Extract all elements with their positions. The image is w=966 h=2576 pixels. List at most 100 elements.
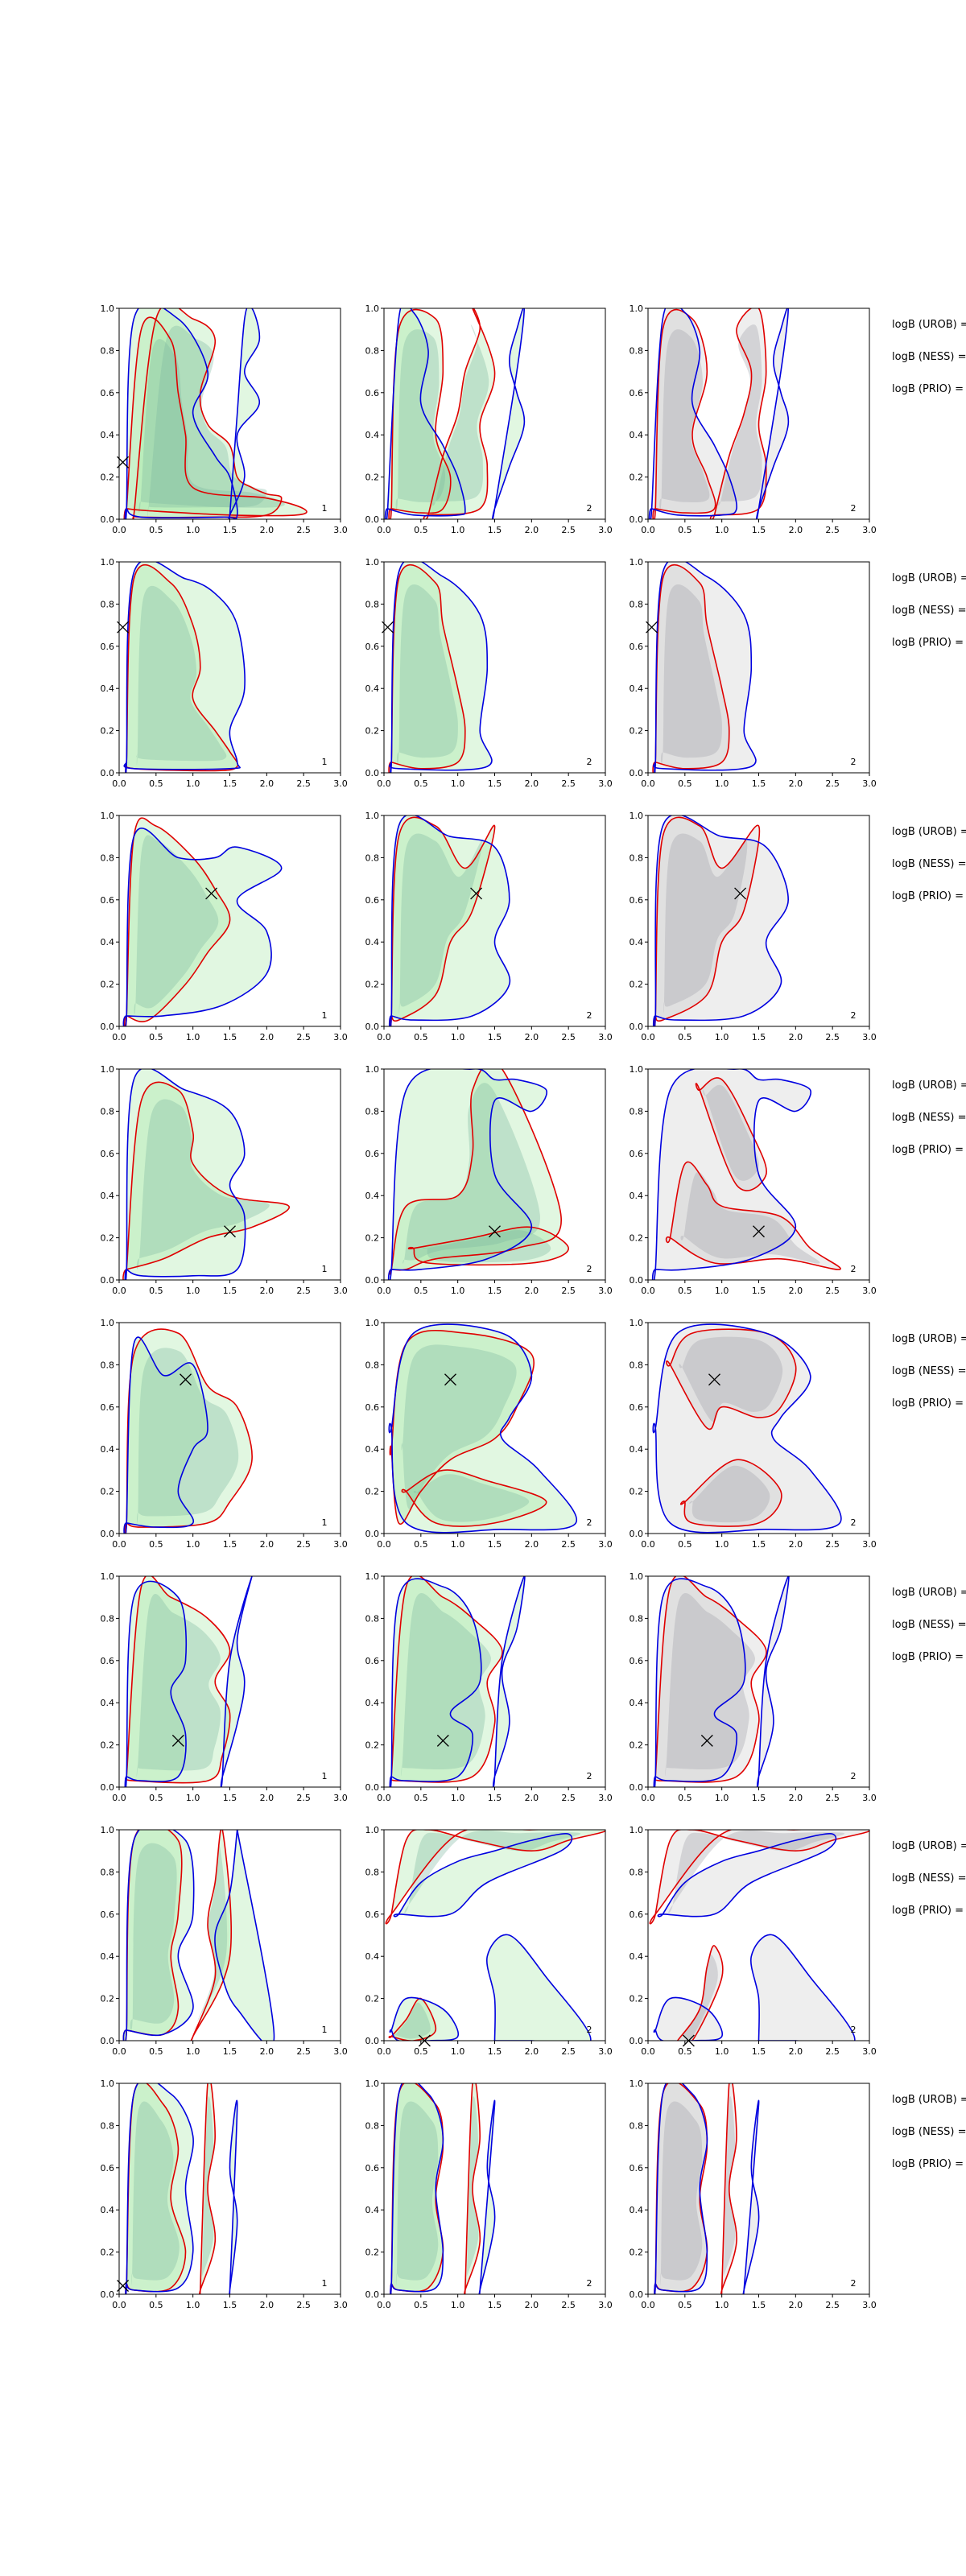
y-tick-label: 0.8: [365, 345, 380, 356]
red-contour: [122, 1081, 290, 1280]
x-tick-label: 1.5: [752, 525, 766, 535]
red-contour: [652, 564, 730, 773]
x-tick-label: 0.5: [414, 2046, 428, 2057]
y-tick-label: 0.4: [630, 1698, 644, 1708]
y-tick-label: 0.8: [630, 599, 644, 609]
y-tick-label: 0.2: [365, 473, 380, 483]
density-fill: [408, 1227, 569, 1265]
y-tick-label: 0.8: [101, 599, 115, 609]
y-tick-label: 0.8: [365, 1867, 380, 1877]
x-tick-label: 0.0: [377, 1032, 391, 1042]
x-tick-label: 0.5: [414, 1539, 428, 1550]
y-tick-label: 0.0: [101, 1782, 115, 1793]
x-tick-label: 1.5: [223, 2046, 237, 2057]
density-fill: [677, 1946, 723, 2041]
panel-plot-area: [122, 1830, 275, 2041]
y-tick-label: 0.6: [630, 642, 644, 652]
panel-r4-c2: 0.0 0.5 1.0 1.5 2.0 2.5 3.0 0.0 0.2 0.4 0.6 0.8 1.0 2: [365, 1064, 613, 1296]
panel-plot-area: [384, 308, 526, 519]
density-fill: [650, 1830, 869, 1924]
logb-label: logB (NESS) =: [892, 605, 966, 617]
x-tick-label: 0.5: [149, 1032, 163, 1042]
red-contour: [124, 1576, 231, 1787]
marker-stroke: [224, 1225, 236, 1238]
y-tick-label: 0.2: [630, 1740, 644, 1751]
density-fill-inner: [659, 329, 710, 510]
x-tick-label: 0.5: [678, 2046, 692, 2057]
x-tick-label: 1.0: [451, 2300, 465, 2310]
x-tick-label: 0.5: [414, 525, 428, 535]
red-contour: [385, 1830, 605, 1925]
x-tick-label: 0.5: [414, 1286, 428, 1296]
row-1: 0.0 0.5 1.0 1.5 2.0 2.5 3.0 0.0 0.2 0.4 0.6 0.8 1.0 1…: [101, 303, 966, 535]
x-tick-label: 0.0: [641, 525, 655, 535]
panel-r5-c2: 0.0 0.5 1.0 1.5 2.0 2.5 3.0 0.0 0.2 0.4 0.6 0.8 1.0 2: [365, 1318, 613, 1550]
panel-plot-area: [653, 1576, 790, 1787]
x-tick-label: 0.0: [377, 778, 391, 789]
row-8: 0.0 0.5 1.0 1.5 2.0 2.5 3.0 0.0 0.2 0.4 0.6 0.8 1.0 1…: [101, 2079, 966, 2310]
panel-r7-c1: 0.0 0.5 1.0 1.5 2.0 2.5 3.0 0.0 0.2 0.4 0.6 0.8 1.0 1: [101, 1825, 348, 2057]
x-tick-label: 3.0: [333, 1032, 348, 1042]
x-tick-label: 1.0: [186, 2300, 200, 2310]
y-tick-label: 0.6: [365, 1149, 380, 1159]
blue-contour: [214, 1830, 275, 2041]
blue-contour: [384, 308, 466, 519]
x-tick-label: 1.0: [715, 778, 729, 789]
y-tick-label: 0.6: [365, 2163, 380, 2174]
blue-contour: [123, 562, 246, 773]
y-tick-label: 0.2: [365, 726, 380, 737]
x-tick-label: 0.0: [112, 2046, 126, 2057]
y-tick-label: 0.2: [101, 2248, 115, 2258]
y-tick-label: 0.4: [365, 2205, 380, 2215]
blue-contour: [657, 1832, 837, 1918]
density-fill-inner: [413, 1474, 530, 1522]
x-tick-label: 2.5: [561, 1286, 576, 1296]
density-fill: [124, 317, 308, 519]
density-fill-inner: [661, 584, 722, 764]
x-tick-label: 2.0: [789, 2046, 803, 2057]
x-tick-label: 3.0: [862, 778, 877, 789]
x-tick-label: 1.5: [223, 2300, 237, 2310]
density-fill-inner: [131, 2101, 180, 2285]
panel-r6-c3: 0.0 0.5 1.0 1.5 2.0 2.5 3.0 0.0 0.2 0.4 0.6 0.8 1.0 2: [630, 1571, 877, 1803]
y-tick-label: 0.0: [365, 514, 380, 525]
logb-label: logB (UROB) =: [892, 1080, 966, 1092]
y-tick-label: 0.0: [365, 1782, 380, 1793]
y-tick-label: 1.0: [365, 1825, 380, 1835]
x-tick-label: 0.0: [112, 778, 126, 789]
red-contour: [124, 1328, 253, 1534]
density-fill-inner: [398, 833, 483, 1013]
panel-number-label: 1: [322, 2025, 328, 2035]
blue-contour: [387, 1069, 547, 1280]
panel-plot-area: [123, 308, 308, 519]
y-tick-label: 1.0: [365, 811, 380, 821]
x-tick-label: 2.5: [561, 1032, 576, 1042]
x-tick-label: 2.5: [296, 2300, 311, 2310]
panel-number-label: 1: [322, 1010, 328, 1021]
x-tick-label: 1.0: [186, 1539, 200, 1550]
density-fill: [389, 815, 510, 1026]
y-tick-label: 0.8: [101, 345, 115, 356]
panel-plot-area: [652, 562, 757, 773]
panel-r8-c1: 0.0 0.5 1.0 1.5 2.0 2.5 3.0 0.0 0.2 0.4 0.6 0.8 1.0 1: [101, 2079, 348, 2310]
y-tick-label: 0.2: [365, 1487, 380, 1497]
panel-r3-c1: 0.0 0.5 1.0 1.5 2.0 2.5 3.0 0.0 0.2 0.4 0.6 0.8 1.0 1: [101, 811, 348, 1042]
panel-r5-c1: 0.0 0.5 1.0 1.5 2.0 2.5 3.0 0.0 0.2 0.4 0.6 0.8 1.0 1: [101, 1318, 348, 1550]
blue-contour: [492, 1576, 526, 1787]
x-tick-label: 0.5: [414, 1793, 428, 1803]
y-tick-label: 0.6: [630, 1402, 644, 1413]
blue-contour: [742, 2099, 760, 2294]
panel-number-label: 2: [851, 2278, 857, 2289]
y-tick-label: 1.0: [101, 303, 115, 314]
row-2: 0.0 0.5 1.0 1.5 2.0 2.5 3.0 0.0 0.2 0.4 0.6 0.8 1.0 1…: [101, 557, 966, 789]
true-value-marker: [734, 887, 747, 900]
panel-r2-c1: 0.0 0.5 1.0 1.5 2.0 2.5 3.0 0.0 0.2 0.4 0.6 0.8 1.0 1: [101, 557, 348, 789]
logb-label: logB (UROB) =: [892, 2094, 966, 2106]
true-value-marker: [171, 1734, 184, 1747]
y-tick-label: 0.0: [365, 2036, 380, 2046]
y-tick-label: 0.4: [101, 430, 115, 440]
density-fill-inner: [138, 339, 285, 514]
y-tick-label: 0.4: [365, 1444, 380, 1455]
panel-plot-area: [125, 2083, 238, 2294]
logb-label: logB (UROB) =: [892, 319, 966, 331]
